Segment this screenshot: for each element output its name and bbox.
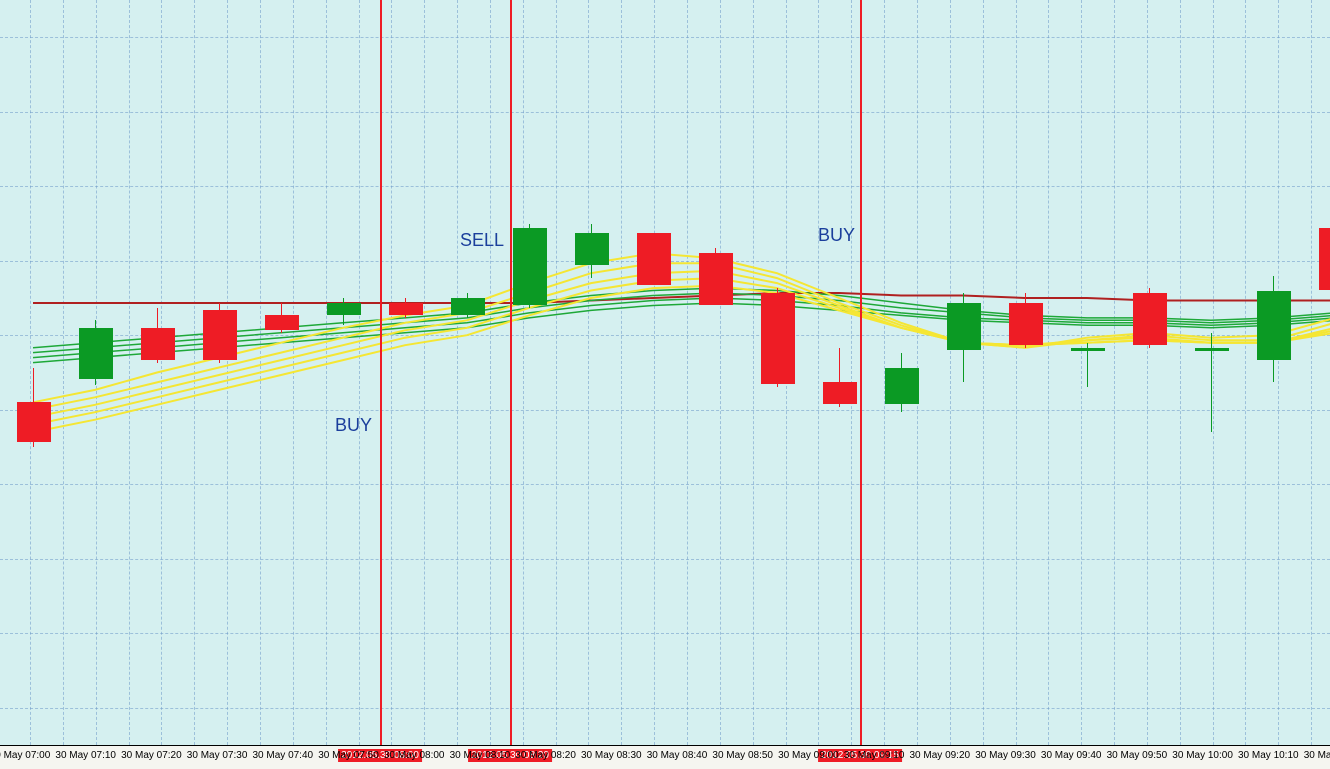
trade-annotation: BUY [335, 415, 372, 436]
vgrid-line [950, 0, 951, 745]
candle-bear[interactable] [1009, 303, 1043, 345]
vgrid-line [588, 0, 589, 745]
xaxis-label: 30 May 07:30 [187, 750, 248, 761]
vgrid-line [260, 0, 261, 745]
vgrid-line [1311, 0, 1312, 745]
candle-bear[interactable] [203, 310, 237, 359]
candle-bull[interactable] [947, 303, 981, 350]
candle-bear[interactable] [17, 402, 51, 441]
vgrid-line [1081, 0, 1082, 745]
vgrid-line [359, 0, 360, 745]
candle-bull[interactable] [451, 298, 485, 315]
vgrid-line [391, 0, 392, 745]
xaxis-label: 30 May 09:30 [975, 750, 1036, 761]
vgrid-line [30, 0, 31, 745]
xaxis-label: 30 May 09:00 [778, 750, 839, 761]
xaxis-label: 30 May 08:00 [384, 750, 445, 761]
vgrid-line [687, 0, 688, 745]
xaxis-label: 30 May 07:00 [0, 750, 50, 761]
xaxis-label: 30 May 07:10 [55, 750, 116, 761]
hgrid-line [0, 186, 1330, 187]
hgrid-line [0, 633, 1330, 634]
xaxis-label: 30 May 08:40 [647, 750, 708, 761]
hgrid-line [0, 112, 1330, 113]
vgrid-line [556, 0, 557, 745]
vgrid-line [161, 0, 162, 745]
vgrid-line [523, 0, 524, 745]
xaxis-label: 30 May 08:10 [450, 750, 511, 761]
candle-bear[interactable] [1133, 293, 1167, 345]
xaxis-label: 30 May 08:50 [712, 750, 773, 761]
vgrid-line [1016, 0, 1017, 745]
candlestick-chart[interactable]: BUY SELL BUY 2012.05.30 08:002012.05.30 08… [0, 0, 1330, 769]
xaxis-label: 30 May 07:20 [121, 750, 182, 761]
xaxis-label: 30 May 08:20 [515, 750, 576, 761]
vgrid-line [1114, 0, 1115, 745]
trade-annotation: BUY [818, 225, 855, 246]
hgrid-line [0, 708, 1330, 709]
xaxis-label: 30 May 07:40 [252, 750, 313, 761]
candle-bull[interactable] [1257, 291, 1291, 360]
candle-bear[interactable] [265, 315, 299, 329]
xaxis-label: 30 May 09:40 [1041, 750, 1102, 761]
candle-bull[interactable] [885, 368, 919, 405]
vgrid-line [424, 0, 425, 745]
vgrid-line [1180, 0, 1181, 745]
vgrid-line [1213, 0, 1214, 745]
candle-bear[interactable] [1319, 228, 1330, 290]
candle-bull[interactable] [327, 303, 361, 315]
vgrid-line [621, 0, 622, 745]
xaxis-label: 30 May 10:00 [1172, 750, 1233, 761]
vgrid-line [720, 0, 721, 745]
candle-bull[interactable] [1071, 348, 1105, 351]
candle-bear[interactable] [389, 303, 423, 315]
candle-bull[interactable] [1195, 348, 1229, 351]
candle-bull[interactable] [513, 228, 547, 305]
vgrid-line [63, 0, 64, 745]
candle-bear[interactable] [761, 293, 795, 384]
vgrid-line [753, 0, 754, 745]
vgrid-line [818, 0, 819, 745]
vgrid-line [227, 0, 228, 745]
xaxis-label: 30 May 09:50 [1107, 750, 1168, 761]
vgrid-line [1048, 0, 1049, 745]
plot-area[interactable]: BUY SELL BUY [0, 0, 1330, 745]
xaxis-label: 30 May 10:10 [1238, 750, 1299, 761]
xaxis-label: 30 May 09:20 [909, 750, 970, 761]
vgrid-line [1278, 0, 1279, 745]
hgrid-line [0, 559, 1330, 560]
signal-vline [380, 0, 382, 745]
xaxis-label: 30 May 08:30 [581, 750, 642, 761]
candle-bear[interactable] [823, 382, 857, 404]
vgrid-line [654, 0, 655, 745]
hgrid-line [0, 37, 1330, 38]
vgrid-line [1147, 0, 1148, 745]
xaxis-label: 30 May 10:20 [1304, 750, 1330, 761]
vgrid-line [851, 0, 852, 745]
vgrid-line [490, 0, 491, 745]
candle-bear[interactable] [141, 328, 175, 360]
candle-bull[interactable] [575, 233, 609, 265]
xaxis-label: 30 May 09:10 [844, 750, 905, 761]
xaxis-label: 30 May 07:50 [318, 750, 379, 761]
hgrid-line [0, 335, 1330, 336]
trade-annotation: SELL [460, 230, 504, 251]
hgrid-line [0, 410, 1330, 411]
candle-bear[interactable] [699, 253, 733, 305]
x-axis: 2012.05.30 08:002012.05.30 08:202012.05.… [0, 745, 1330, 769]
vgrid-line [457, 0, 458, 745]
candle-bull[interactable] [79, 328, 113, 380]
hgrid-line [0, 484, 1330, 485]
vgrid-line [326, 0, 327, 745]
signal-vline [860, 0, 862, 745]
signal-vline [510, 0, 512, 745]
vgrid-line [194, 0, 195, 745]
candle-bear[interactable] [637, 233, 671, 285]
vgrid-line [293, 0, 294, 745]
vgrid-line [1245, 0, 1246, 745]
vgrid-line [129, 0, 130, 745]
vgrid-line [983, 0, 984, 745]
